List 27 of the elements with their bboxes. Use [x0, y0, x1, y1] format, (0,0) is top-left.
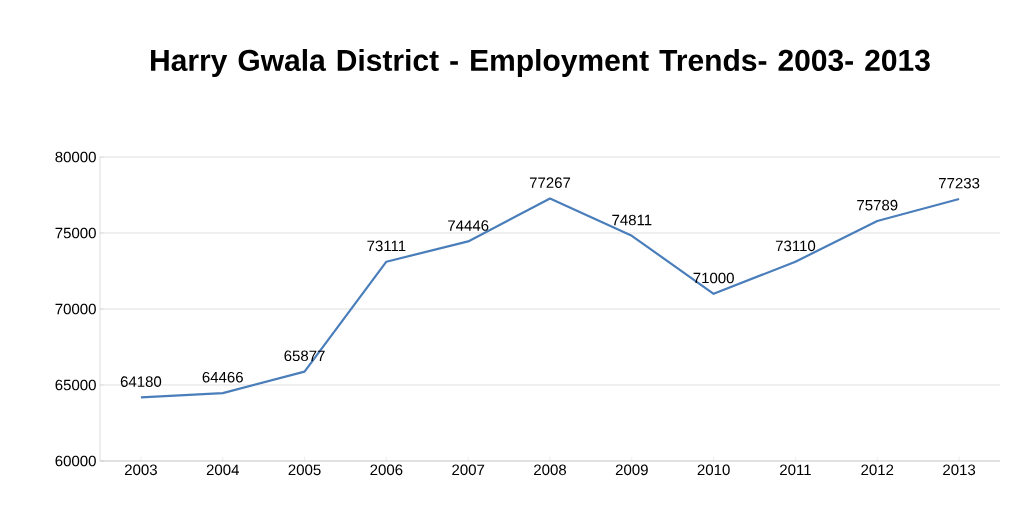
data-label: 77233	[939, 177, 980, 189]
data-label: 74811	[612, 214, 652, 226]
y-tick-label: 70000	[55, 303, 96, 315]
x-tick-label: 2008	[534, 464, 567, 476]
data-label: 64180	[120, 376, 162, 387]
data-label: 73111	[367, 240, 406, 252]
y-tick-label: 75000	[55, 227, 96, 239]
x-tick-label: 2012	[861, 464, 894, 476]
data-label: 71000	[693, 272, 734, 284]
y-tick-label: 65000	[55, 379, 96, 391]
x-tick-label: 2007	[452, 464, 485, 476]
y-tick-label: 80000	[55, 151, 96, 163]
x-tick-label: 2013	[943, 464, 976, 476]
x-tick-label: 2011	[780, 464, 811, 476]
data-label: 75789	[857, 199, 898, 211]
chart-title: Harry Gwala District - Employment Trends- 2003- 2013	[151, 49, 930, 77]
data-label: 77267	[529, 177, 571, 188]
x-tick-label: 2009	[615, 464, 648, 476]
x-tick-label: 2003	[124, 464, 157, 476]
x-tick-label: 2006	[370, 464, 403, 476]
data-label: 73110	[775, 240, 816, 252]
y-tick-label: 60000	[55, 455, 96, 467]
x-tick-label: 2005	[288, 464, 321, 476]
data-label: 64466	[202, 371, 243, 383]
x-tick-label: 2004	[206, 464, 239, 476]
x-tick-label: 2010	[697, 464, 730, 476]
data-label: 74446	[448, 220, 489, 231]
